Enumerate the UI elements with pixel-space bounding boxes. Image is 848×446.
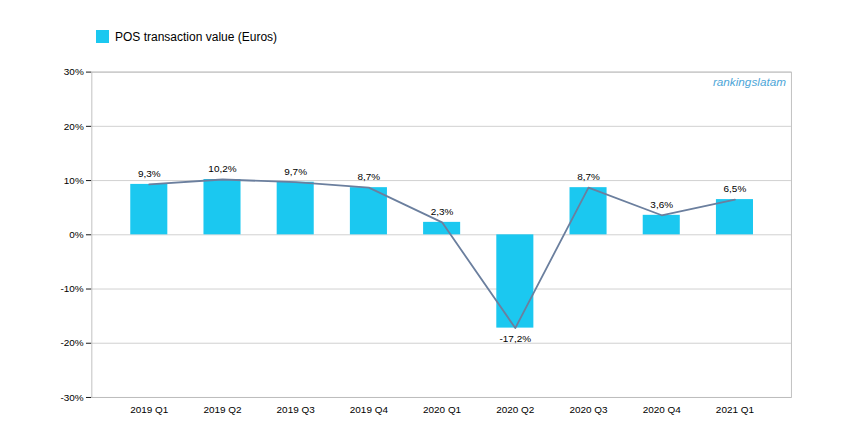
- svg-text:2019 Q3: 2019 Q3: [277, 404, 316, 415]
- svg-text:6,5%: 6,5%: [724, 183, 747, 194]
- svg-text:2021 Q1: 2021 Q1: [716, 404, 755, 415]
- svg-text:2,3%: 2,3%: [431, 206, 454, 217]
- svg-text:rankingslatam: rankingslatam: [713, 75, 786, 88]
- svg-text:10,2%: 10,2%: [208, 163, 236, 174]
- svg-text:2019 Q1: 2019 Q1: [130, 404, 169, 415]
- svg-text:2019 Q2: 2019 Q2: [203, 404, 242, 415]
- svg-text:2020 Q4: 2020 Q4: [643, 404, 682, 415]
- svg-text:9,3%: 9,3%: [138, 168, 161, 179]
- svg-text:9,7%: 9,7%: [284, 166, 307, 177]
- svg-text:-30%: -30%: [61, 392, 84, 403]
- html-text:POS transaction value (Euros): POS transaction value (Euros): [115, 29, 278, 44]
- svg-text:30%: 30%: [64, 66, 84, 77]
- svg-text:2020 Q2: 2020 Q2: [496, 404, 535, 415]
- svg-text:10%: 10%: [64, 175, 84, 186]
- svg-text:2020 Q3: 2020 Q3: [569, 404, 608, 415]
- svg-text:2020 Q1: 2020 Q1: [423, 404, 462, 415]
- svg-text:-10%: -10%: [61, 283, 84, 294]
- svg-text:2019 Q4: 2019 Q4: [350, 404, 389, 415]
- svg-text:-17,2%: -17,2%: [500, 333, 532, 344]
- svg-text:8,7%: 8,7%: [358, 171, 381, 182]
- svg-text:-20%: -20%: [61, 337, 84, 348]
- svg-text:3,6%: 3,6%: [650, 199, 673, 210]
- svg-text:20%: 20%: [64, 121, 84, 132]
- svg-text:0%: 0%: [69, 229, 84, 240]
- svg-text:8,7%: 8,7%: [577, 171, 600, 182]
